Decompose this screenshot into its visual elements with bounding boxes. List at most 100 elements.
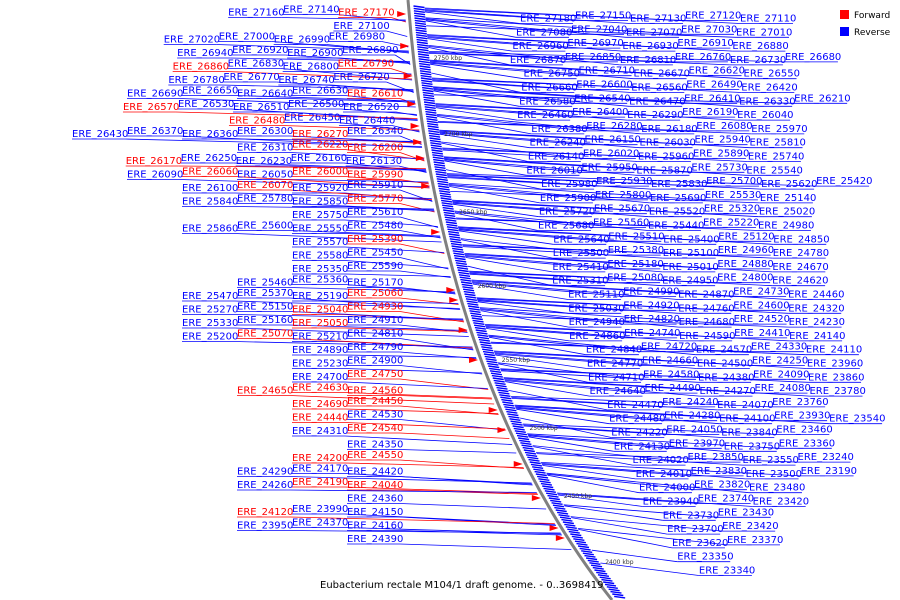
forward-gene-mark [555,535,565,541]
gene-label: ERE_27070 [626,27,682,38]
reverse-gene-mark [503,403,515,407]
label-connector [427,38,513,52]
reverse-gene-mark [480,343,492,347]
reverse-gene-mark [455,262,467,265]
reverse-gene-mark [608,588,620,592]
gene-label: ERE_26560 [631,83,687,94]
label-connector [432,86,740,107]
reverse-gene-mark [481,346,493,349]
gene-label: ERE_26670 [634,69,690,80]
gene-label: ERE_25060 [347,288,403,299]
reverse-gene-mark [489,367,501,371]
reverse-gene-mark [567,528,579,532]
gene-label: ERE_23190 [801,466,857,477]
reverse-gene-mark [527,456,539,460]
label-connector [447,177,597,187]
label-connector [424,9,631,24]
label-connector [469,273,608,284]
label-connector [444,158,637,176]
gene-label: ERE_26040 [737,110,793,121]
label-connector [335,71,412,75]
gene-label: ERE_24080 [754,383,810,394]
reverse-gene-mark [499,394,511,397]
gene-label: ERE_26150 [585,135,641,146]
gene-label: ERE_26940 [177,48,233,59]
reverse-gene-mark [485,358,497,361]
reverse-gene-mark [589,562,601,565]
gene-label: ERE_26580 [519,96,575,107]
gene-label: ERE_24980 [758,221,814,232]
reverse-gene-mark [453,252,465,256]
reverse-gene-mark [421,82,433,85]
reverse-gene-mark [460,281,473,285]
gene-label: ERE_24520 [734,314,790,325]
gene-label: ERE_26070 [237,180,293,191]
gene-label: ERE_26190 [682,107,738,118]
label-connector [557,493,698,504]
label-connector [221,84,414,90]
gene-label: ERE_26330 [739,96,795,107]
gene-label: ERE_23840 [721,428,777,439]
label-connector [344,260,449,269]
reverse-gene-mark [471,317,483,321]
gene-label: ERE_24330 [751,342,807,353]
gene-label: ERE_26420 [741,83,797,94]
label-connector [428,47,510,66]
reverse-gene-mark [449,238,461,241]
reverse-gene-mark [429,139,441,143]
gene-label: ERE_24540 [347,423,403,434]
reverse-gene-mark [424,108,437,112]
label-connector [433,90,520,107]
gene-label: ERE_26690 [127,89,183,100]
gene-label: ERE_24240 [662,397,718,408]
gene-label: ERE_25720 [539,207,595,218]
gene-label: ERE_26510 [233,102,289,113]
label-connector [452,202,594,215]
reverse-gene-mark [472,319,484,323]
reverse-gene-mark [414,17,426,21]
label-connector [428,51,785,63]
gene-label: ERE_26570 [123,102,179,113]
label-connector [399,189,433,202]
gene-label: ERE_25900 [540,193,596,204]
gene-label: ERE_24280 [664,411,720,422]
label-connector [344,233,441,238]
reverse-gene-mark [470,312,482,316]
gene-ticks [397,5,626,599]
reverse-gene-mark [417,46,429,49]
label-connector [477,301,569,314]
gene-label: ERE_24290 [237,467,293,478]
gene-label: ERE_25600 [237,221,293,232]
gene-label: ERE_24870 [678,290,734,301]
reverse-gene-mark [507,413,519,417]
label-connector [431,77,742,93]
gene-label: ERE_25310 [552,276,608,287]
gene-label: ERE_24720 [641,342,697,353]
label-connector [437,116,532,135]
reverse-gene-mark [432,154,444,157]
label-connector [428,45,620,66]
gene-label: ERE_24660 [642,356,698,367]
gene-label: ERE_24750 [347,369,403,380]
label-connector [175,111,418,119]
label-connector [344,435,513,445]
gene-label: ERE_25080 [607,273,663,284]
forward-gene-mark [400,43,410,49]
gene-label: ERE_24910 [347,315,403,326]
gene-label: ERE_26770 [223,72,279,83]
gene-label: ERE_23990 [292,504,348,515]
gene-label: ERE_26930 [622,41,678,52]
label-connector [547,474,640,494]
legend-reverse-swatch [840,27,849,36]
reverse-gene-mark [487,362,499,366]
label-connector [430,62,579,77]
forward-gene-mark [549,525,559,531]
label-connector [465,256,608,270]
gene-label: ERE_26800 [283,62,339,73]
reverse-gene-mark [440,194,452,198]
label-connector [511,398,663,408]
reverse-gene-mark [488,365,500,369]
reverse-gene-mark [540,482,553,486]
label-connector [516,408,610,425]
label-connector [477,299,679,314]
